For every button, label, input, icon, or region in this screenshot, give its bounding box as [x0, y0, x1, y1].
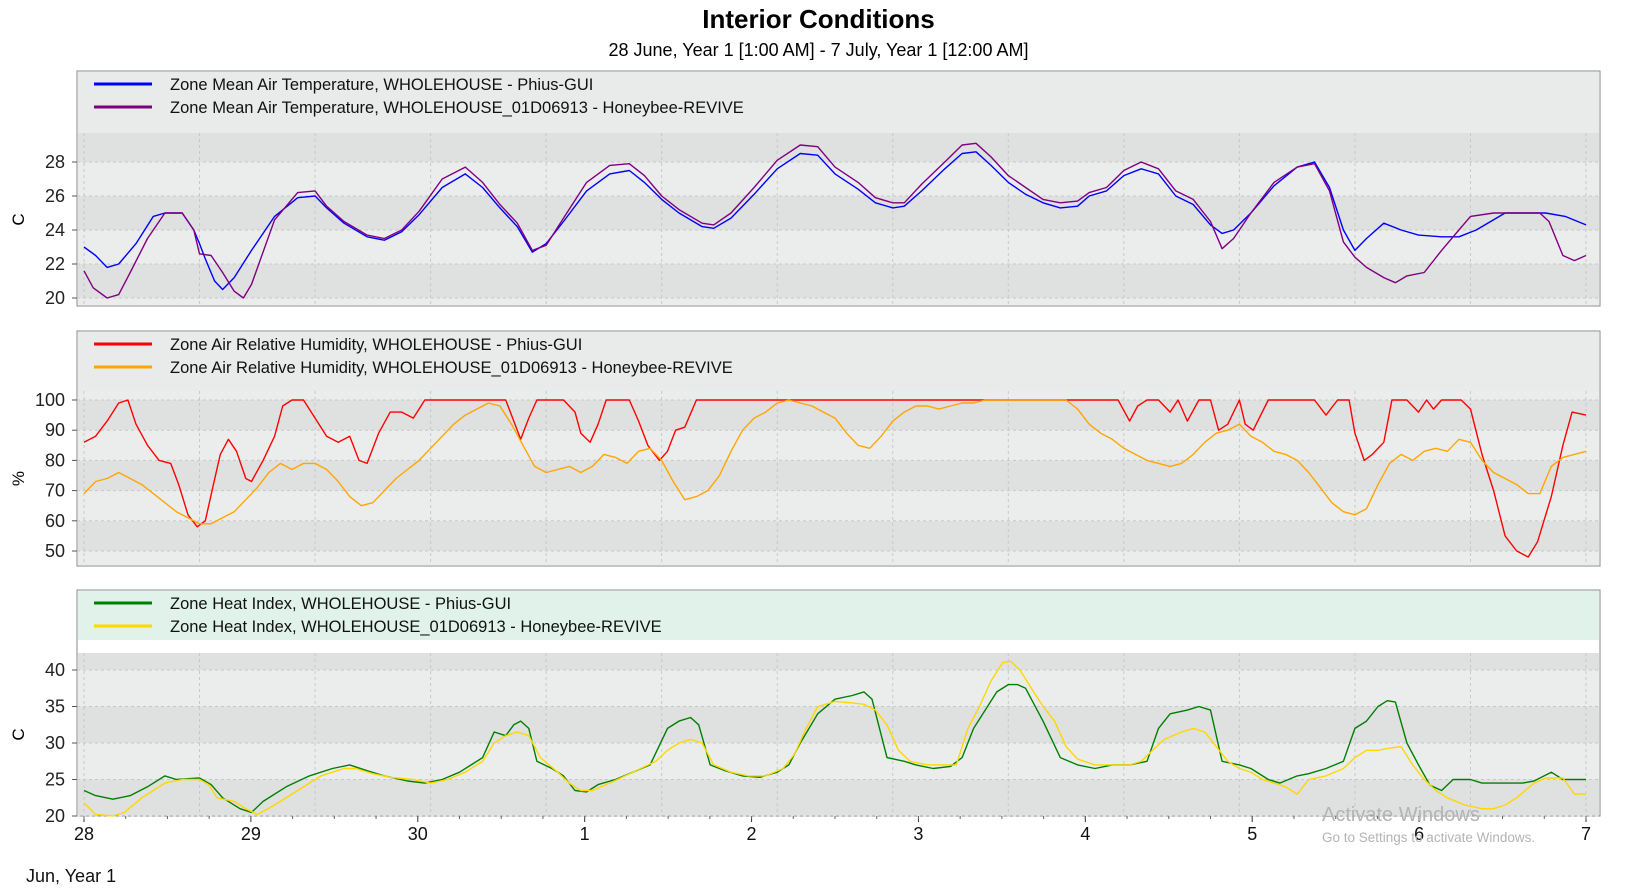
y-tick-label: 28: [45, 152, 65, 172]
series-line-1: [83, 399, 1587, 558]
y-axis-label: C: [9, 728, 28, 740]
grid-band: [78, 196, 1599, 230]
page-title: Interior Conditions: [702, 4, 935, 34]
activate-windows-watermark: Activate Windows: [1322, 804, 1480, 826]
grid-band: [78, 520, 1599, 551]
x-tick-label: 30: [408, 824, 428, 844]
y-tick-label: 60: [45, 511, 65, 531]
legend-label: Zone Mean Air Temperature, WHOLEHOUSE_01…: [170, 99, 744, 117]
legend-area: [78, 332, 1599, 391]
grid-band: [78, 430, 1599, 461]
y-tick-label: 35: [45, 697, 65, 717]
grid-band: [78, 460, 1599, 491]
y-axis-label: %: [9, 471, 28, 486]
y-tick-label: 30: [45, 733, 65, 753]
grid-band: [78, 779, 1599, 815]
grid-band: [78, 490, 1599, 521]
series-line-1: [83, 151, 1587, 291]
grid-band: [78, 264, 1599, 298]
y-tick-label: 25: [45, 770, 65, 790]
y-tick-label: 20: [45, 806, 65, 826]
legend-label: Zone Air Relative Humidity, WHOLEHOUSE -…: [170, 336, 582, 354]
x-tick-label: 7: [1581, 824, 1591, 844]
x-tick-label: 5: [1247, 824, 1257, 844]
activate-windows-hint: Go to Settings to activate Windows.: [1322, 830, 1536, 845]
x-tick-label: 2: [747, 824, 757, 844]
legend-label: Zone Heat Index, WHOLEHOUSE - Phius-GUI: [170, 595, 511, 613]
x-tick-label: 3: [913, 824, 923, 844]
x-axis: 28 29 30 1 2 3 4 5 6 7 Jun, Year 1: [26, 816, 1591, 886]
x-tick-label: 4: [1080, 824, 1090, 844]
legend-area: [78, 591, 1599, 640]
legend-label: Zone Mean Air Temperature, WHOLEHOUSE - …: [170, 76, 593, 94]
x-tick-label: 28: [74, 824, 94, 844]
grid-band: [78, 230, 1599, 264]
grid-band: [78, 670, 1599, 707]
grid-band: [78, 706, 1599, 743]
grid-band: [78, 162, 1599, 196]
page-subtitle: 28 June, Year 1 [1:00 AM] - 7 July, Year…: [608, 40, 1029, 60]
y-tick-label: 26: [45, 186, 65, 206]
grid-band: [78, 743, 1599, 780]
x-tick-label: 1: [580, 824, 590, 844]
legend-area: [78, 72, 1599, 133]
y-tick-label: 40: [45, 660, 65, 680]
y-tick-label: 22: [45, 254, 65, 274]
x-tick-label: 29: [241, 824, 261, 844]
y-tick-label: 80: [45, 450, 65, 470]
y-axis-label: C: [9, 213, 28, 225]
series-line-2: [83, 142, 1587, 299]
x-tick-label: 6: [1414, 824, 1424, 844]
y-tick-label: 70: [45, 481, 65, 501]
chart-panel-3: 20 25 30 35 40 C Zone Heat Index, WHOLEHOUSE -…: [9, 589, 1601, 826]
series-line-2: [83, 660, 1586, 817]
series-line-2: [83, 399, 1587, 525]
chart-panel-1: 20 22 24 26 28 C Zone Mean Air Temperature, WH…: [9, 70, 1601, 308]
series-line-1: [83, 683, 1586, 814]
grid-band: [78, 133, 1599, 162]
grid-band: [78, 400, 1599, 431]
legend-label: Zone Air Relative Humidity, WHOLEHOUSE_0…: [170, 359, 733, 377]
grid-band: [78, 653, 1599, 670]
y-tick-label: 20: [45, 288, 65, 308]
y-tick-label: 90: [45, 420, 65, 440]
chart-panel-2: 50 60 70 80 90 100% Zone Air Relative Humidity…: [9, 330, 1601, 567]
grid-band: [78, 551, 1599, 565]
y-tick-label: 50: [45, 541, 65, 561]
y-tick-label: 100: [35, 390, 65, 410]
y-tick-label: 24: [45, 220, 65, 240]
x-axis-label: Jun, Year 1: [26, 866, 116, 886]
grid-band: [78, 298, 1599, 305]
legend-label: Zone Heat Index, WHOLEHOUSE_01D06913 - H…: [170, 618, 662, 636]
grid-band: [78, 391, 1599, 400]
